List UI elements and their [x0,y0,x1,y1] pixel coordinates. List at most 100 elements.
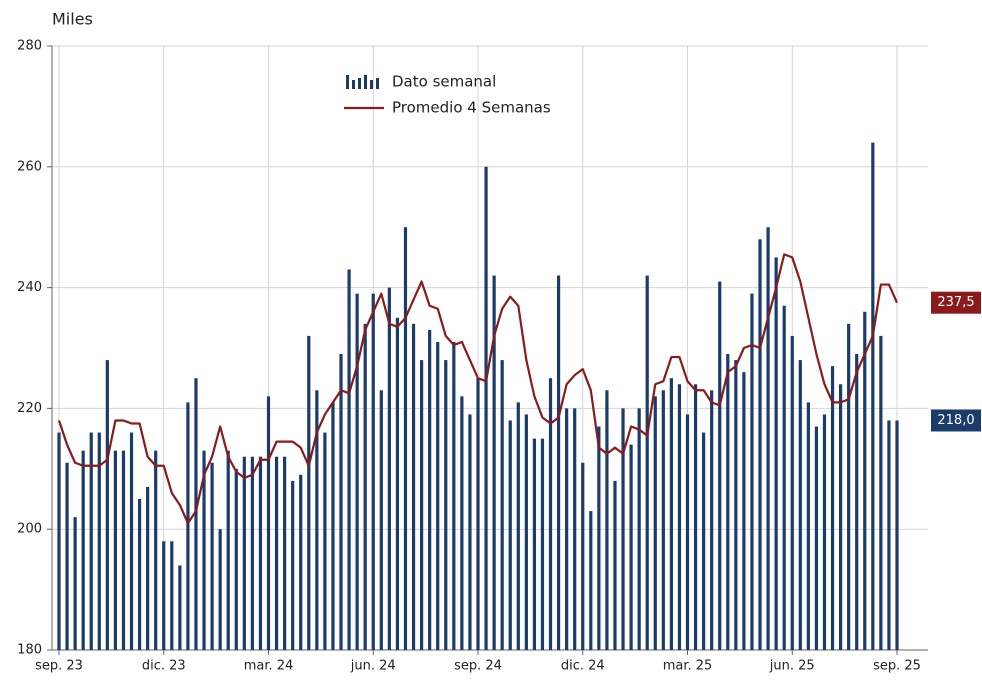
x-tick-label: jun. 25 [769,659,815,674]
bar [226,450,230,650]
bar [154,450,158,650]
bar [540,438,545,650]
legend-label: Dato semanal [392,73,496,91]
y-tick-label: 200 [17,522,42,537]
bar [129,432,134,650]
bar [879,335,883,650]
bar [379,390,383,650]
bar [323,432,327,650]
bar [468,414,472,650]
x-tick-label: sep. 25 [873,659,921,674]
bar [73,517,77,650]
x-tick-label: jun. 24 [350,659,396,674]
x-tick-label: sep. 23 [35,659,83,674]
bar [814,426,819,650]
bar [476,378,480,650]
legend-swatch [370,80,373,89]
bar [758,239,762,650]
bar [500,360,504,650]
x-tick-label: mar. 25 [663,659,713,674]
bar [339,354,343,650]
bar [597,426,601,650]
bar [782,305,786,650]
bar [718,281,722,650]
bar [806,402,810,650]
end-label-text: 218,0 [937,413,974,428]
bar [887,420,891,650]
bar [403,227,408,650]
bar [419,360,424,650]
bar [508,420,512,650]
legend-swatch [346,75,349,89]
end-label-box [931,291,981,314]
x-tick-label: dic. 23 [142,659,186,674]
bar [202,450,206,650]
bar [387,287,391,650]
bar [444,360,448,650]
bar [274,456,279,650]
bar [411,323,416,650]
bar [428,329,432,650]
bar [355,293,359,650]
bar [766,227,770,650]
bar [871,142,875,650]
bar [532,438,537,650]
y-tick-label: 240 [17,280,42,295]
bar [734,360,738,650]
y-axis-title: Miles [52,10,93,29]
bar [331,402,335,650]
x-tick-label: sep. 24 [454,659,502,674]
bar [89,432,93,650]
bar [347,269,351,650]
bar [565,408,569,650]
bar [742,372,746,650]
bar [250,456,254,650]
bar [613,480,617,650]
bar [822,414,827,650]
bar [548,378,553,650]
bar [291,480,295,650]
bar [702,432,706,650]
end-label-box [931,409,981,432]
bar [798,360,802,650]
end-label-text: 237,5 [937,295,974,310]
legend-swatch [376,78,379,89]
y-tick-label: 180 [17,643,42,658]
bar [726,354,730,650]
bar [484,166,488,651]
bar [581,462,585,650]
bar [661,390,665,650]
average-line [57,253,899,525]
bar [186,402,190,650]
bar [460,396,464,650]
legend-swatch [358,78,361,89]
bar [307,335,311,650]
bar [113,450,118,650]
bar [97,432,101,650]
bar [57,432,61,650]
bar [685,414,690,650]
bar [178,565,182,650]
bar [137,499,142,650]
bar [283,456,287,650]
bar [790,335,794,650]
bar [395,317,400,650]
end-label: 237,5 [931,291,981,314]
legend-swatch [352,80,355,89]
x-tick-label: dic. 24 [561,659,605,674]
bar [830,366,835,650]
bar [637,408,641,650]
bar [621,408,625,650]
bar [315,390,319,650]
bar [121,450,126,650]
bar [629,444,633,650]
bar [710,390,714,650]
bar [218,529,222,650]
bar [516,402,520,650]
bar [677,384,682,650]
bar [774,257,778,650]
bar [838,384,843,650]
y-tick-label: 280 [17,39,42,54]
y-tick-label: 220 [17,401,42,416]
